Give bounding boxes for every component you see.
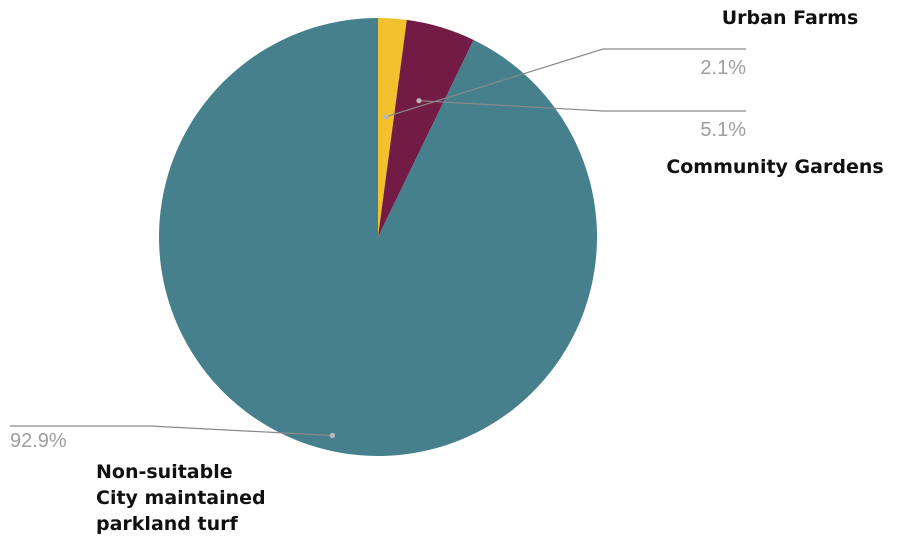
value-label-community-gardens: 5.1%: [700, 119, 746, 141]
leader-line-urban-farms: [385, 48, 746, 118]
category-label-line: Community Gardens: [666, 156, 883, 178]
leader-lines: [10, 48, 746, 439]
leader-dot-non-suitable: [329, 432, 335, 439]
value-label-non-suitable: 92.9%: [10, 430, 67, 452]
category-label-community-gardens: Community Gardens: [666, 156, 883, 178]
value-label-urban-farms: 2.1%: [700, 57, 746, 79]
category-label-line: Urban Farms: [722, 7, 859, 29]
category-label-non-suitable: Non-suitable City maintained parkland turf: [96, 461, 266, 535]
leader-line-community-gardens: [418, 100, 746, 112]
category-label-line: City maintained: [96, 487, 266, 509]
pie-slice-community-gardens: [378, 19, 474, 237]
pie-slices: [158, 18, 597, 456]
leader-line-non-suitable: [10, 425, 333, 437]
pie-slice-urban-farms: [378, 18, 407, 237]
category-label-urban-farms: Urban Farms: [722, 7, 859, 29]
pie-slice-non-suitable: [158, 18, 597, 456]
category-label-line: parkland turf: [96, 513, 238, 535]
category-label-line: Non-suitable: [96, 461, 233, 483]
slice-labels: 2.1% Urban Farms 5.1% Community Gardens 92.9…: [10, 7, 884, 535]
leader-dot-urban-farms: [383, 114, 389, 120]
leader-dot-community-gardens: [416, 98, 422, 104]
